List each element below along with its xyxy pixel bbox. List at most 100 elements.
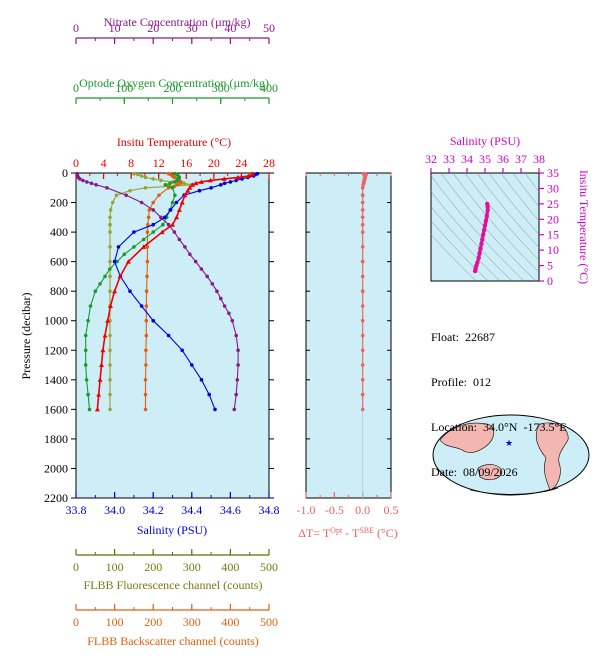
backscatter-point-3 (172, 175, 177, 180)
ts-density-contour-4 (431, 175, 525, 281)
temperature-point-16 (159, 229, 165, 235)
ts-y-tick-label-5: 25 (547, 197, 559, 211)
delta-t-point-10 (360, 193, 365, 197)
temperature-point-22 (105, 318, 111, 323)
delta-t-label-minus: - T (342, 526, 360, 540)
backscatter-point-15 (146, 222, 150, 227)
map-land-americas (535, 422, 569, 491)
nitrate-point-14 (166, 222, 171, 227)
salinity-point-14 (163, 215, 167, 220)
temperature-tick-label-6: 24 (235, 156, 247, 170)
dt-tick-label-2: 0.0 (355, 503, 370, 517)
temperature-tick-label-2: 8 (128, 156, 134, 170)
backscatter-tick-label-4: 400 (221, 615, 239, 629)
nitrate-point-19 (193, 259, 198, 264)
backscatter-tick-label-0: 0 (73, 615, 79, 629)
pressure-tick-label-3: 600 (50, 255, 68, 269)
fluorescence-point-11 (128, 188, 132, 193)
temperature-axis-label: Insitu Temperature (°C) (117, 135, 231, 149)
salinity-point-16 (132, 230, 136, 234)
nitrate-point-22 (210, 282, 215, 286)
temperature-tick-label-7: 28 (263, 156, 275, 170)
salinity-point-17 (116, 245, 121, 249)
dt-tick-label-1: -0.5 (325, 503, 344, 517)
fluorescence-point-26 (108, 363, 112, 367)
delta-t-point-8 (361, 183, 366, 187)
oxygen-point-17 (132, 245, 136, 249)
nitrate-tick-label-1: 10 (109, 21, 121, 35)
pressure-tick-label-6: 1200 (44, 343, 68, 357)
temperature-point-12 (179, 200, 185, 205)
nitrate-line (76, 173, 239, 410)
temperature-tick-label-0: 0 (73, 156, 79, 170)
oxygen-point-14 (161, 222, 165, 227)
temperature-point-10 (185, 188, 191, 193)
ts-y-tick-label-0: 0 (547, 274, 553, 288)
delta-t-point-24 (360, 363, 365, 367)
delta-t-point-9 (360, 186, 365, 190)
fluorescence-point-15 (108, 215, 112, 220)
ts-density-contour-6 (452, 173, 539, 273)
backscatter-point-20 (144, 289, 149, 294)
nitrate-point-11 (139, 200, 144, 205)
nitrate-point-5 (81, 178, 85, 183)
nitrate-point-29 (236, 348, 240, 353)
ts-density-contour-10 (500, 173, 539, 222)
nitrate-point-9 (105, 186, 109, 190)
fluorescence-tick-label-3: 300 (183, 560, 201, 574)
fluorescence-point-21 (108, 289, 112, 294)
info-float: Float: 22687 (431, 330, 496, 344)
ts-trace-point-3 (484, 214, 489, 219)
nitrate-series (75, 171, 240, 412)
delta-t-label-unit: (°C) (374, 526, 398, 540)
fluorescence-tick-label-2: 200 (144, 560, 162, 574)
salinity-point-27 (207, 392, 211, 397)
salinity-point-6 (228, 180, 233, 184)
salinity-point-8 (219, 183, 223, 187)
pressure-tick-label-7: 1400 (44, 373, 68, 387)
ts-density-contour-7 (464, 173, 539, 261)
delta-t-point-18 (360, 274, 365, 279)
oxygen-point-10 (173, 193, 177, 197)
oxygen-point-15 (151, 230, 155, 234)
backscatter-point-12 (151, 200, 155, 205)
fluorescence-point-24 (108, 333, 112, 338)
pressure-tick-label-5: 1000 (44, 314, 68, 328)
ts-trace-point-11 (477, 251, 482, 256)
ts-trace-point-4 (483, 218, 489, 223)
temperature-tick-label-5: 20 (208, 156, 220, 170)
delta-t-label-opt: Opt (330, 526, 343, 535)
fluorescence-tick-label-4: 400 (221, 560, 239, 574)
temperature-series (94, 171, 255, 412)
backscatter-point-25 (144, 363, 148, 367)
delta-t-point-19 (360, 289, 365, 294)
salinity-point-21 (139, 304, 144, 308)
fluorescence-tick-label-0: 0 (73, 560, 79, 574)
temperature-point-25 (99, 362, 104, 367)
oxygen-point-18 (122, 252, 127, 257)
backscatter-tick-label-2: 200 (144, 615, 162, 629)
temperature-point-2 (245, 173, 251, 178)
nitrate-point-32 (234, 392, 238, 397)
fluorescence-point-17 (108, 230, 112, 234)
oxygen-point-20 (108, 267, 112, 271)
ts-trace-point-8 (480, 237, 485, 242)
salinity-point-18 (112, 259, 117, 264)
delta-t-point-25 (360, 378, 365, 382)
temperature-point-13 (176, 207, 182, 212)
temperature-point-24 (100, 347, 106, 353)
oxygen-point-11 (170, 200, 175, 205)
oxygen-point-16 (141, 237, 146, 242)
temperature-point-26 (97, 377, 103, 382)
salinity-point-12 (174, 200, 179, 205)
temperature-point-19 (117, 273, 123, 279)
temperature-point-7 (193, 180, 199, 186)
oxygen-point-8 (163, 183, 168, 187)
backscatter-tick-label-1: 100 (106, 615, 124, 629)
salinity-point-15 (151, 222, 155, 227)
ts-trace-point-2 (485, 207, 490, 213)
temperature-point-21 (108, 303, 113, 308)
temperature-point-15 (170, 222, 175, 227)
